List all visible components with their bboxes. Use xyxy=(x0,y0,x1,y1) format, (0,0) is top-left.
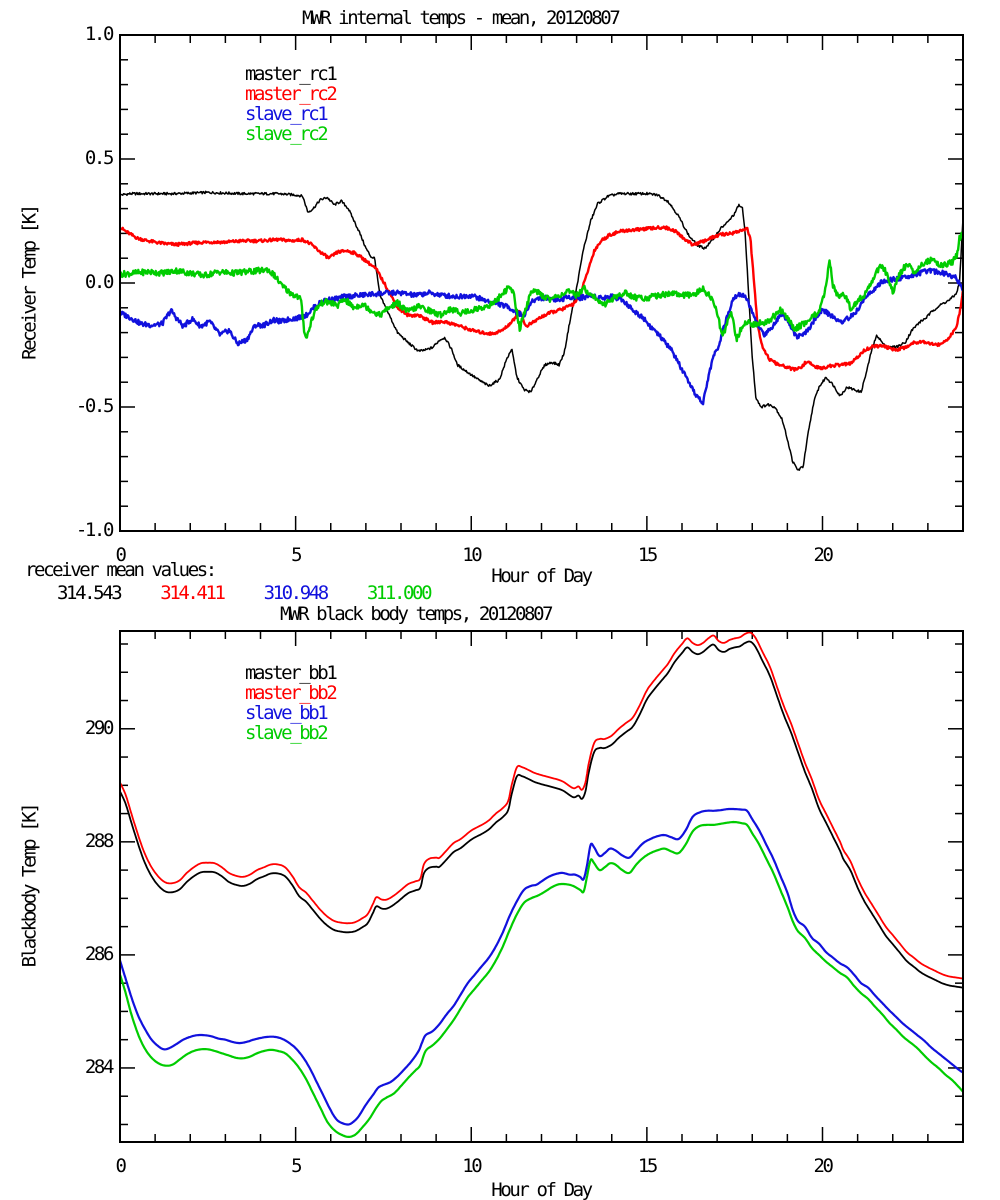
legend-item: slave_rc1 xyxy=(245,103,329,125)
receiver-temp-chart: MWR internal temps - mean, 20120807 Rece… xyxy=(19,7,964,604)
legend-item: master_bb2 xyxy=(245,682,338,704)
mean-value: 311.000 xyxy=(366,582,433,604)
legend-item: master_rc1 xyxy=(245,63,338,85)
slave_rc1-curve xyxy=(120,267,963,406)
x-tick-label: 10 xyxy=(462,544,482,566)
mean-value: 314.543 xyxy=(57,582,123,604)
y-tick-label: 0.0 xyxy=(84,271,115,293)
chart-title: MWR internal temps - mean, 20120807 xyxy=(302,7,621,29)
mean-value: 310.948 xyxy=(263,582,330,604)
x-tick-label: 5 xyxy=(291,1155,302,1177)
chart-title: MWR black body temps, 20120807 xyxy=(280,603,554,625)
mean-values-label: receiver mean values: xyxy=(25,559,217,581)
slave_bb1-curve xyxy=(120,807,963,1126)
y-tick-label: 290 xyxy=(84,716,115,739)
x-tick-label: 0 xyxy=(115,544,126,566)
x-tick-label: 10 xyxy=(462,1155,482,1177)
legend-item: master_rc2 xyxy=(245,83,338,105)
blackbody-temp-plot xyxy=(119,630,964,1143)
x-tick-label: 20 xyxy=(813,544,833,566)
y-tick-label: 286 xyxy=(84,942,115,965)
master_bb1-curve xyxy=(120,640,963,989)
blackbody-temp-chart: MWR black body temps, 20120807 Blackbody… xyxy=(0,600,1000,1200)
x-tick-label: 0 xyxy=(115,1155,126,1177)
receiver-temp-plot xyxy=(119,34,964,532)
y-tick-label: 0.5 xyxy=(84,147,115,169)
x-tick-label: 20 xyxy=(813,1155,833,1177)
legend-item: slave_bb1 xyxy=(245,702,329,724)
legend-item: master_bb1 xyxy=(245,662,338,684)
master_bb2-curve xyxy=(120,631,963,980)
mean-value: 314.411 xyxy=(160,582,226,604)
y-tick-label: 288 xyxy=(84,829,115,852)
x-axis-label: Hour of Day xyxy=(491,1179,593,1200)
y-tick-label: 284 xyxy=(84,1055,115,1078)
master_rc2-curve xyxy=(120,225,963,372)
x-tick-label: 15 xyxy=(637,544,658,566)
y-tick-label: -1.0 xyxy=(75,519,115,541)
legend-item: slave_bb2 xyxy=(245,722,329,744)
x-tick-label: 5 xyxy=(291,544,302,566)
master_rc1-curve xyxy=(120,190,963,471)
slave_rc2-curve xyxy=(120,231,963,343)
x-tick-label: 15 xyxy=(637,1155,658,1177)
y-tick-label: -0.5 xyxy=(75,395,115,417)
slave_bb2-curve xyxy=(120,820,963,1139)
mean-values: 314.543 314.411 310.948 311.000 xyxy=(57,582,433,604)
x-axis-label: Hour of Day xyxy=(491,565,593,587)
y-tick-label: 1.0 xyxy=(84,23,115,45)
legend-item: slave_rc2 xyxy=(245,123,329,145)
